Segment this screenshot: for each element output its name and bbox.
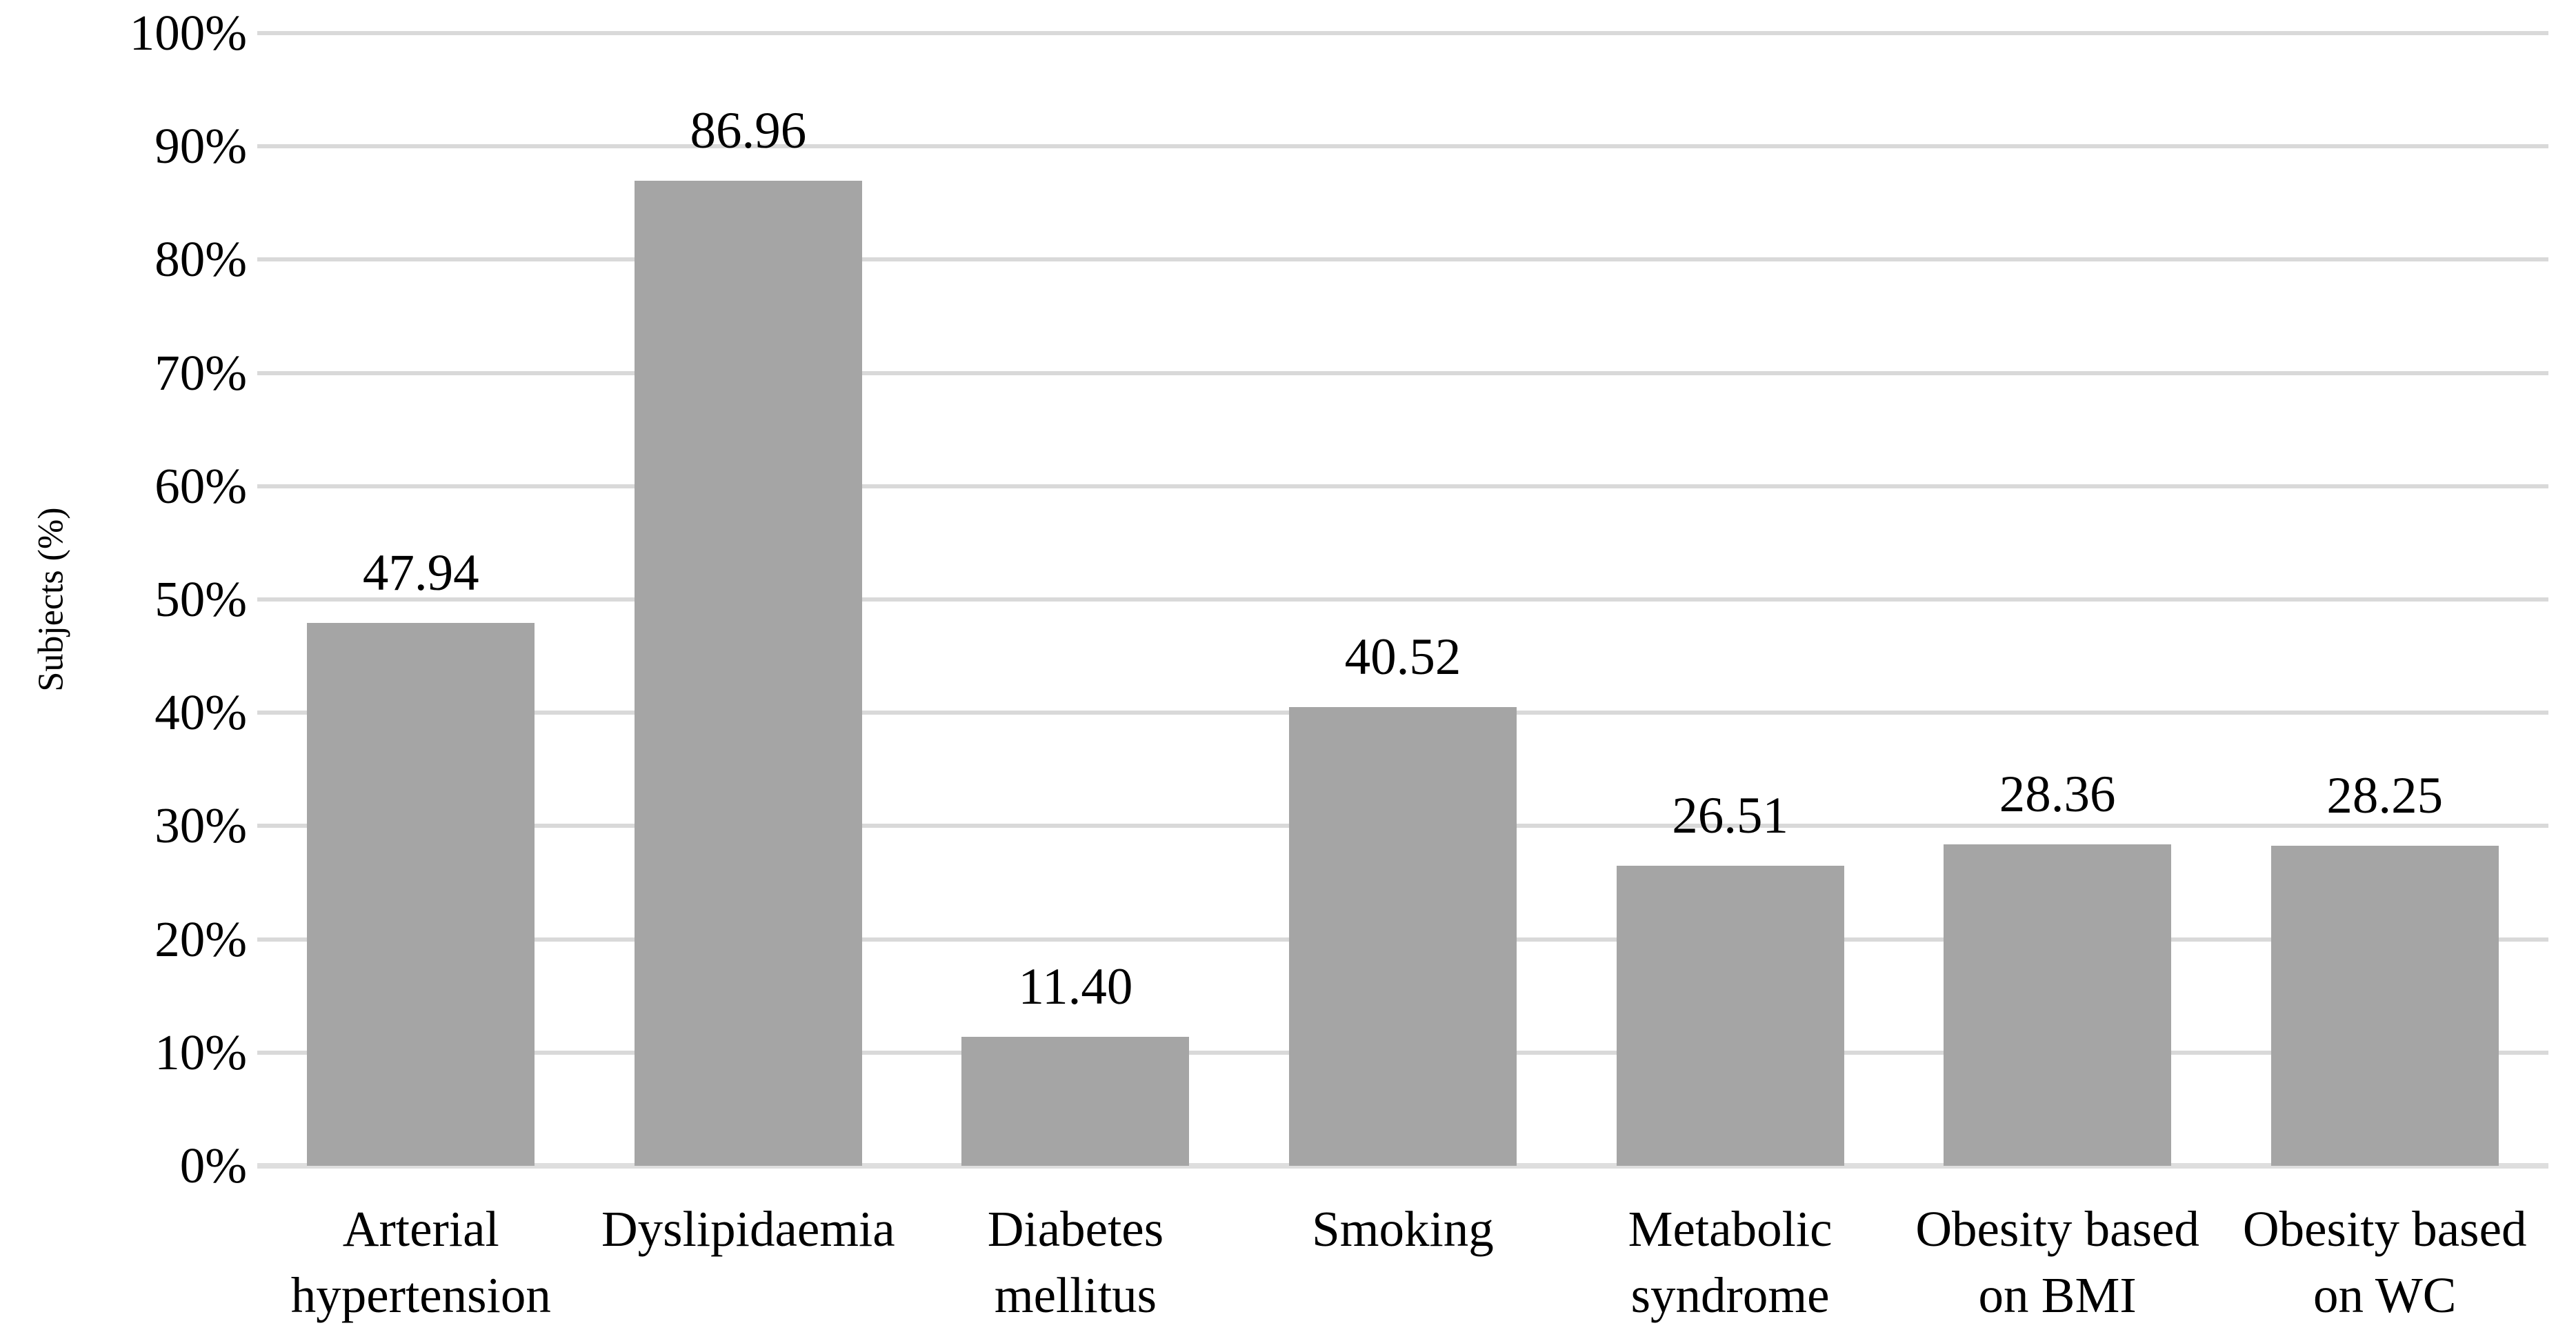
bar <box>1616 865 1844 1166</box>
bar <box>307 622 535 1166</box>
plot-area: 47.94 86.96 11.40 40.52 26.51 28.36 28.25 <box>257 31 2548 1169</box>
y-axis-tick-label: 30% <box>154 797 247 854</box>
y-axis-tick-label: 60% <box>154 457 247 514</box>
y-axis-tick-label: 100% <box>129 5 247 61</box>
bar-value-label: 47.94 <box>362 544 479 602</box>
bar-value-label: 28.36 <box>1999 766 2116 824</box>
gridline <box>257 257 2548 262</box>
y-axis-tick-label: 20% <box>154 911 247 967</box>
category-label: Dyslipidaemia <box>601 1201 895 1257</box>
gridline <box>257 31 2548 35</box>
category-label: Diabetes mellitus <box>987 1201 1164 1323</box>
bar <box>634 181 862 1166</box>
category-label: Metabolic syndrome <box>1628 1201 1833 1323</box>
y-axis-tick-labels: 0% 10% 20% 30% 40% 50% 60% 70% 80% 90% 100% <box>0 0 247 1330</box>
bar-value-label: 26.51 <box>1672 786 1788 844</box>
y-axis-tick-label: 50% <box>154 571 247 627</box>
bar-value-label: 11.40 <box>1018 957 1133 1015</box>
category-label: Obesity based on BMI <box>1915 1201 2199 1323</box>
gridline <box>257 144 2548 149</box>
category-label: Smoking <box>1312 1201 1494 1257</box>
gridline <box>257 597 2548 602</box>
y-axis-tick-label: 0% <box>179 1138 247 1193</box>
bar-value-label: 86.96 <box>690 102 807 160</box>
bar-value-label: 28.25 <box>2326 767 2444 825</box>
bar <box>1944 844 2172 1166</box>
x-axis-line <box>257 1163 2548 1169</box>
bar-value-label: 40.52 <box>1344 628 1461 686</box>
y-axis-tick-label: 40% <box>154 684 247 741</box>
bar <box>1289 706 1517 1166</box>
gridline <box>257 370 2548 375</box>
x-axis-category-labels: Arterial hypertension Dyslipidaemia Diabet… <box>257 1196 2548 1330</box>
y-axis-tick-label: 70% <box>154 344 247 401</box>
bar <box>2270 846 2499 1166</box>
y-axis-tick-label: 80% <box>154 231 247 288</box>
category-label: Arterial hypertension <box>290 1201 551 1323</box>
y-axis-tick-label: 10% <box>154 1024 247 1080</box>
y-axis-tick-label: 90% <box>154 118 247 175</box>
bar <box>961 1036 1190 1166</box>
category-label: Obesity based on WC <box>2242 1201 2527 1323</box>
gridline <box>257 484 2548 488</box>
